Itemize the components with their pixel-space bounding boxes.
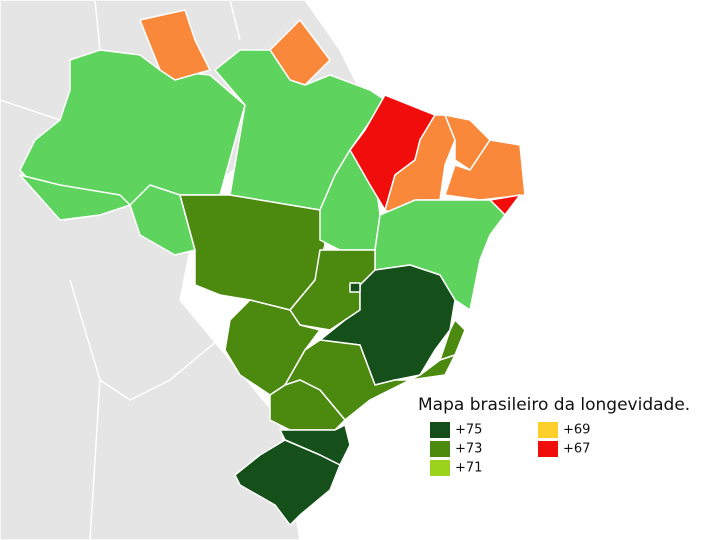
- legend-label: +71: [455, 461, 482, 476]
- state-roraima: [139, 9, 211, 81]
- state-mato-grosso: [179, 194, 326, 311]
- legend: +75 +73 +71 +69 +67: [430, 422, 590, 476]
- country-border: [94, 0, 101, 51]
- legend-swatch: [538, 441, 558, 457]
- country-border: [89, 379, 101, 540]
- state-sao-paulo: [284, 339, 411, 421]
- legend-title: Mapa brasileiro da longevidade.: [418, 395, 690, 415]
- state-distrito-federal: [349, 282, 361, 293]
- legend-label: +75: [455, 423, 482, 438]
- legend-swatch: [430, 441, 450, 457]
- country-border: [229, 0, 241, 41]
- legend-label: +73: [455, 442, 482, 457]
- legend-label: +67: [563, 442, 590, 457]
- legend-label: +69: [563, 423, 590, 438]
- state-rio-de-janeiro: [409, 354, 456, 381]
- state-rio-grande-do-sul: [234, 439, 341, 526]
- states: [19, 9, 526, 526]
- legend-swatch: [538, 422, 558, 438]
- legend-swatch: [430, 422, 450, 438]
- country-border: [69, 279, 231, 401]
- state-northeast-cluster: [444, 139, 526, 201]
- country-border: [0, 99, 61, 121]
- legend-swatch: [430, 460, 450, 476]
